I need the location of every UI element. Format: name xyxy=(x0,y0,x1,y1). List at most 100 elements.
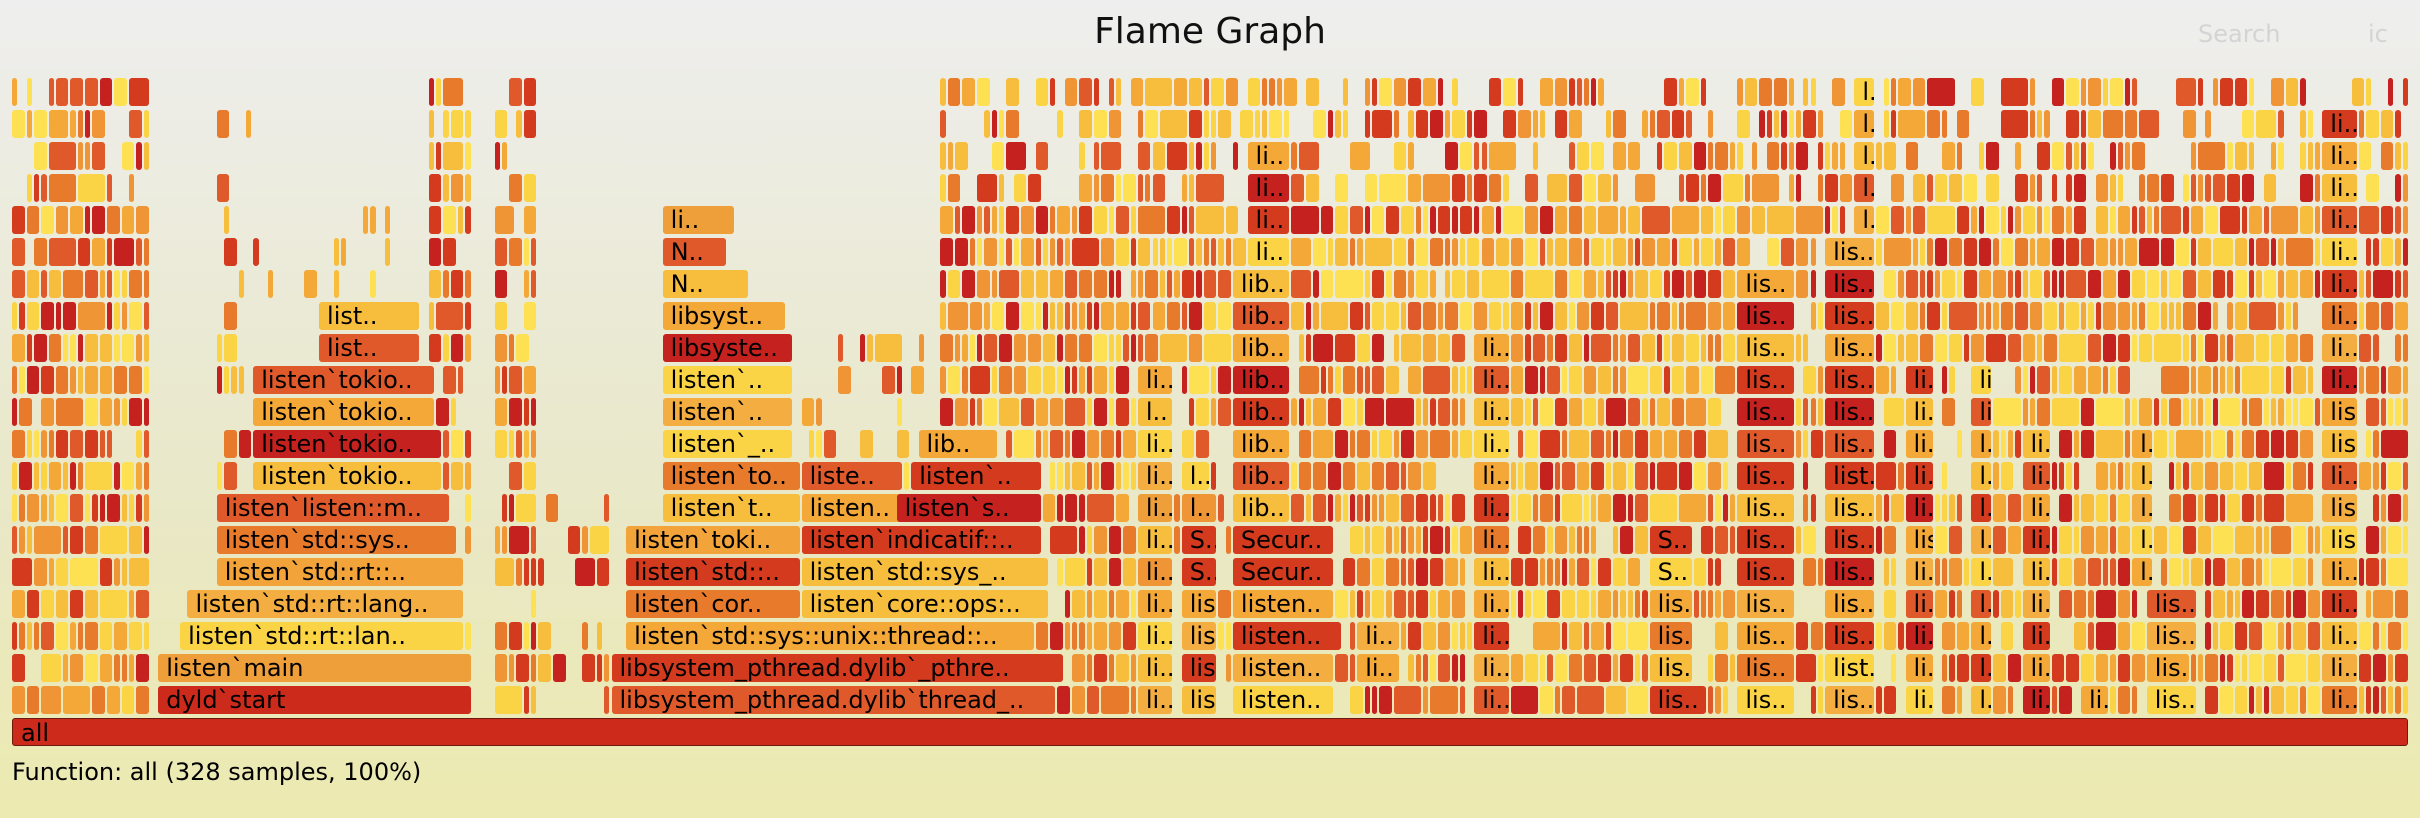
flame-frame-unlabeled[interactable] xyxy=(304,270,318,298)
flame-frame-unlabeled[interactable] xyxy=(216,334,222,362)
flame-frame-unlabeled[interactable] xyxy=(1072,302,1078,330)
flame-frame-unlabeled[interactable] xyxy=(2263,270,2277,298)
flame-frame-unlabeled[interactable] xyxy=(99,78,113,106)
flame-frame-unlabeled[interactable] xyxy=(1072,206,1078,234)
flame-frame-unlabeled[interactable] xyxy=(538,654,551,682)
flame-frame-unlabeled[interactable] xyxy=(1137,238,1151,266)
flame-frame-unlabeled[interactable] xyxy=(1635,494,1648,522)
flame-frame-unlabeled[interactable] xyxy=(2285,302,2291,330)
flame-frame-unlabeled[interactable] xyxy=(1371,686,1378,714)
flame-frame-unlabeled[interactable] xyxy=(1554,334,1568,362)
flame-frame-unlabeled[interactable] xyxy=(538,558,544,586)
flame-frame-unlabeled[interactable] xyxy=(41,654,62,682)
flame-frame-unlabeled[interactable] xyxy=(2117,494,2131,522)
flame-frame-unlabeled[interactable] xyxy=(1583,206,1597,234)
flame-frame-unlabeled[interactable] xyxy=(531,398,537,426)
flame-frame-unlabeled[interactable] xyxy=(1883,110,1889,138)
flame-frame[interactable]: lis.. xyxy=(1737,526,1794,554)
flame-frame-unlabeled[interactable] xyxy=(2051,686,2058,714)
flame-frame-unlabeled[interactable] xyxy=(2110,206,2116,234)
flame-frame-unlabeled[interactable] xyxy=(1357,462,1370,490)
flame-frame-unlabeled[interactable] xyxy=(1050,302,1056,330)
flame-frame-unlabeled[interactable] xyxy=(1781,238,1794,266)
flame-frame-unlabeled[interactable] xyxy=(450,430,464,458)
flame-frame[interactable]: lis.. xyxy=(1825,398,1875,426)
flame-frame-unlabeled[interactable] xyxy=(443,462,449,490)
flame-frame-unlabeled[interactable] xyxy=(1313,430,1334,458)
flame-frame-unlabeled[interactable] xyxy=(1086,654,1092,682)
flame-frame-unlabeled[interactable] xyxy=(947,366,961,394)
flame-frame-unlabeled[interactable] xyxy=(1978,238,1992,266)
flame-frame-unlabeled[interactable] xyxy=(121,302,127,330)
flame-frame-unlabeled[interactable] xyxy=(2205,622,2211,650)
flame-frame-unlabeled[interactable] xyxy=(1788,78,1794,106)
flame-frame-unlabeled[interactable] xyxy=(1320,302,1348,330)
flame-frame-unlabeled[interactable] xyxy=(2190,142,2196,170)
flame-frame-unlabeled[interactable] xyxy=(1912,238,1919,266)
flame-frame-unlabeled[interactable] xyxy=(1174,238,1188,266)
flame-frame-unlabeled[interactable] xyxy=(2380,462,2387,490)
flame-frame-unlabeled[interactable] xyxy=(1503,78,1517,106)
flame-frame[interactable]: li.. xyxy=(1247,238,1290,266)
flame-frame-unlabeled[interactable] xyxy=(1393,334,1400,362)
flame-frame-unlabeled[interactable] xyxy=(128,622,142,650)
flame-frame-unlabeled[interactable] xyxy=(1430,654,1436,682)
flame-frame-unlabeled[interactable] xyxy=(2183,494,2196,522)
flame-frame-unlabeled[interactable] xyxy=(1401,526,1407,554)
flame-frame-unlabeled[interactable] xyxy=(1437,302,1443,330)
flame-frame[interactable]: li.. xyxy=(1137,494,1173,522)
flame-frame-unlabeled[interactable] xyxy=(1678,238,1692,266)
flame-frame-unlabeled[interactable] xyxy=(1942,110,1948,138)
flame-frame[interactable]: li.. xyxy=(2322,686,2357,714)
flame-frame-unlabeled[interactable] xyxy=(2219,206,2240,234)
flame-frame-unlabeled[interactable] xyxy=(2263,462,2284,490)
flame-frame[interactable]: l.. xyxy=(2132,558,2153,586)
flame-frame-unlabeled[interactable] xyxy=(55,558,69,586)
flame-frame-unlabeled[interactable] xyxy=(2117,558,2131,586)
flame-frame-unlabeled[interactable] xyxy=(1042,430,1049,458)
flame-frame-unlabeled[interactable] xyxy=(801,398,815,426)
flame-frame-unlabeled[interactable] xyxy=(12,270,25,298)
flame-frame-unlabeled[interactable] xyxy=(121,206,135,234)
flame-frame-unlabeled[interactable] xyxy=(26,174,32,202)
flame-frame-unlabeled[interactable] xyxy=(1613,526,1619,554)
flame-frame-unlabeled[interactable] xyxy=(1956,494,1963,522)
flame-frame-unlabeled[interactable] xyxy=(2402,174,2408,202)
flame-frame[interactable]: li.. xyxy=(1357,654,1400,682)
flame-frame[interactable]: lib.. xyxy=(1232,302,1290,330)
flame-frame-unlabeled[interactable] xyxy=(1708,494,1714,522)
flame-frame-unlabeled[interactable] xyxy=(1159,110,1188,138)
flame-frame-unlabeled[interactable] xyxy=(2388,78,2394,106)
flame-frame-unlabeled[interactable] xyxy=(1956,654,1970,682)
flame-frame-unlabeled[interactable] xyxy=(1386,302,1400,330)
flame-frame-unlabeled[interactable] xyxy=(2132,206,2138,234)
flame-frame-unlabeled[interactable] xyxy=(1298,430,1312,458)
flame-frame-unlabeled[interactable] xyxy=(2227,142,2233,170)
flame-frame-unlabeled[interactable] xyxy=(1042,334,1056,362)
flame-frame-unlabeled[interactable] xyxy=(1364,238,1392,266)
flame-frame-unlabeled[interactable] xyxy=(2300,174,2313,202)
flame-frame-unlabeled[interactable] xyxy=(2212,366,2218,394)
flame-frame-unlabeled[interactable] xyxy=(1715,558,1721,586)
flame-frame-unlabeled[interactable] xyxy=(2314,142,2321,170)
flame-frame-unlabeled[interactable] xyxy=(1064,590,1071,618)
flame-frame-unlabeled[interactable] xyxy=(1510,686,1538,714)
flame-frame-unlabeled[interactable] xyxy=(1839,174,1853,202)
flame-frame-unlabeled[interactable] xyxy=(2183,206,2189,234)
flame-frame-unlabeled[interactable] xyxy=(1371,462,1385,490)
flame-frame[interactable]: lis.. xyxy=(1905,526,1933,554)
flame-frame-unlabeled[interactable] xyxy=(1386,462,1400,490)
flame-frame-unlabeled[interactable] xyxy=(1408,238,1414,266)
flame-frame-unlabeled[interactable] xyxy=(1664,334,1670,362)
flame-frame-unlabeled[interactable] xyxy=(2088,78,2101,106)
flame-frame-unlabeled[interactable] xyxy=(2205,590,2211,618)
flame-frame-unlabeled[interactable] xyxy=(2183,110,2196,138)
flame-frame-unlabeled[interactable] xyxy=(1423,462,1436,490)
flame-frame-unlabeled[interactable] xyxy=(1430,430,1451,458)
flame-frame[interactable]: li.. xyxy=(1905,686,1933,714)
flame-frame-unlabeled[interactable] xyxy=(1876,366,1889,394)
flame-frame-unlabeled[interactable] xyxy=(940,334,954,362)
flame-frame-unlabeled[interactable] xyxy=(1605,110,1612,138)
flame-frame-unlabeled[interactable] xyxy=(1028,366,1041,394)
flame-frame-unlabeled[interactable] xyxy=(2256,558,2262,586)
